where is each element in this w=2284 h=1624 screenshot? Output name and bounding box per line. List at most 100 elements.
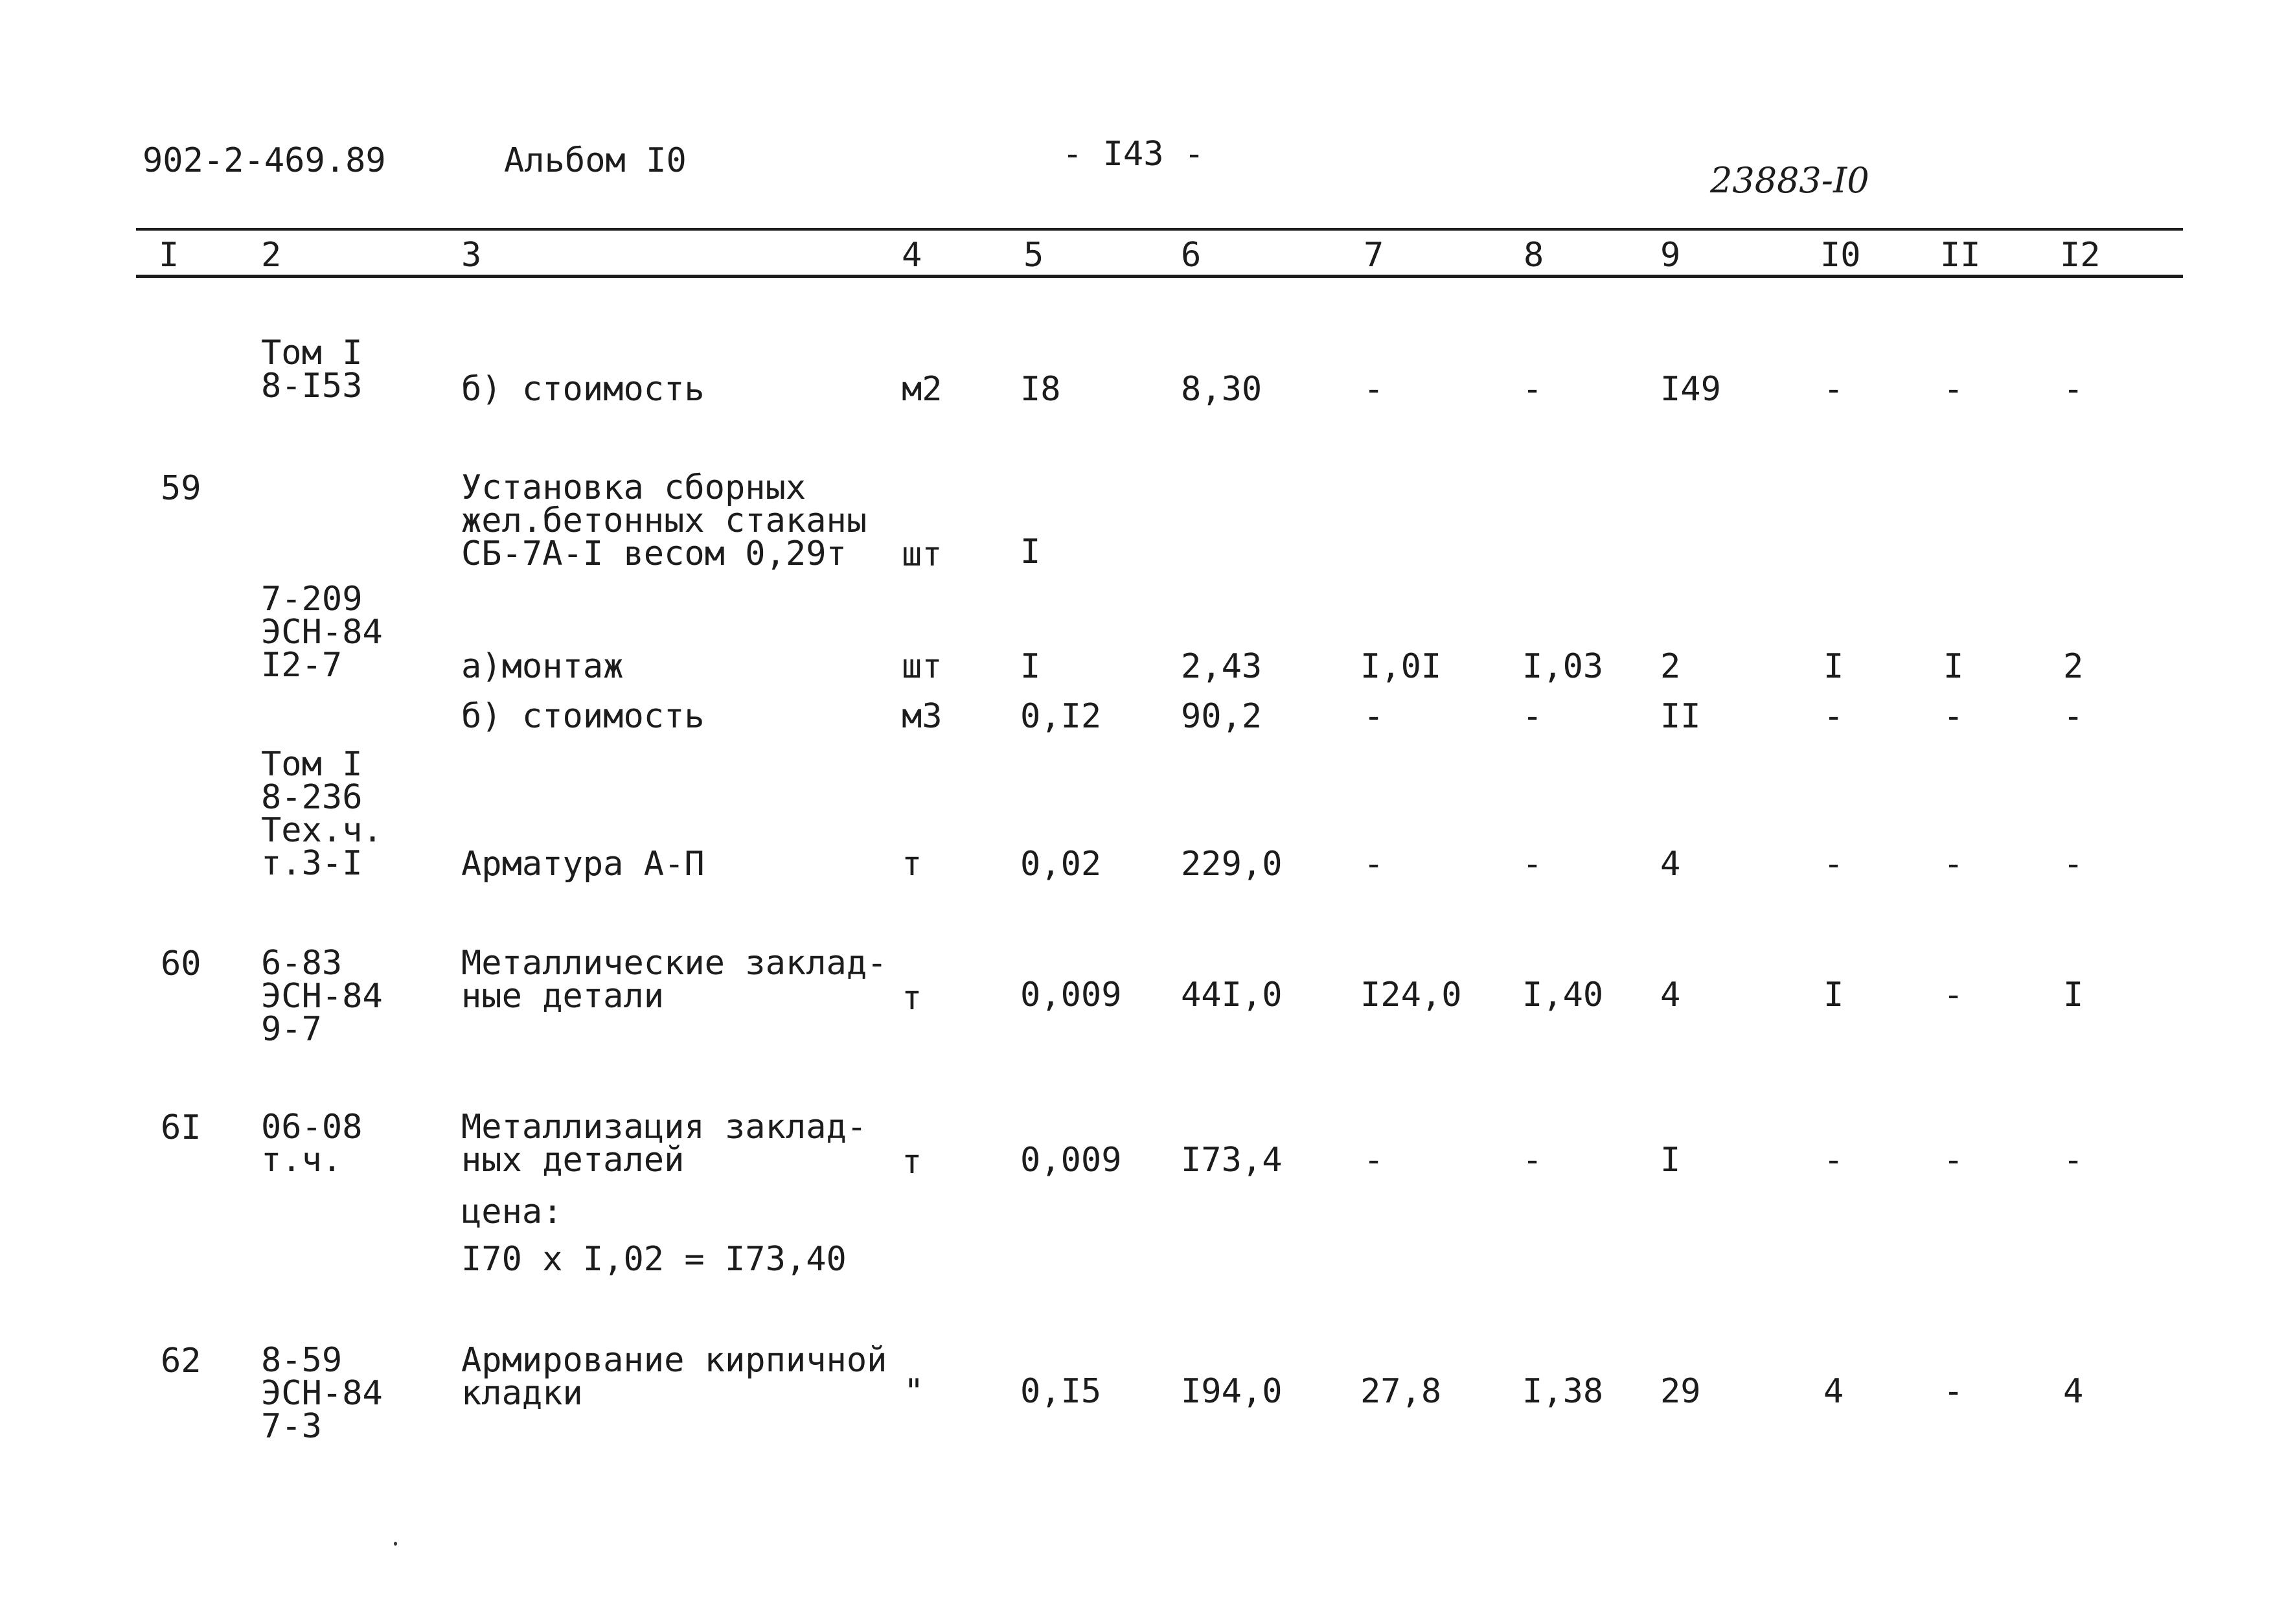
unit-cell: м2: [902, 370, 942, 409]
album-label: Альбом I0: [504, 141, 687, 180]
column-header: 2: [261, 236, 282, 275]
value-cell: I: [1823, 976, 1844, 1014]
page-number: - I43 -: [1062, 135, 1205, 174]
value-cell: I94,0: [1181, 1372, 1283, 1411]
value-cell: -: [1364, 697, 1384, 736]
value-cell: I,38: [1522, 1372, 1604, 1411]
description-cell: б) стоимость: [461, 697, 705, 736]
value-cell: -: [1943, 697, 1964, 736]
value-cell: 0,I5: [1020, 1372, 1102, 1411]
value-cell: -: [2063, 370, 2084, 409]
value-cell: -: [1364, 1141, 1384, 1180]
value-cell: I,40: [1522, 976, 1604, 1014]
reference-cell: Том I 8-I53: [261, 334, 363, 406]
reference-cell: 06-08 т.ч.: [261, 1108, 363, 1180]
value-cell: I,0I: [1360, 647, 1442, 686]
value-cell: I: [1020, 647, 1041, 686]
document-code: 902-2-469.89: [143, 141, 386, 180]
value-cell: 29: [1660, 1372, 1701, 1411]
handwritten-number: 23883-I0: [1710, 160, 1869, 201]
value-cell: 0,I2: [1020, 697, 1102, 736]
item-number: 6I: [161, 1108, 201, 1147]
unit-cell: т: [902, 1143, 922, 1182]
value-cell: 229,0: [1181, 845, 1283, 884]
value-cell: -: [1943, 845, 1964, 884]
value-cell: -: [1364, 845, 1384, 884]
value-cell: -: [1823, 370, 1844, 409]
unit-cell: т: [902, 845, 922, 884]
value-cell: I,03: [1522, 647, 1604, 686]
value-cell: I24,0: [1360, 976, 1462, 1014]
value-cell: II: [1660, 697, 1701, 736]
value-cell: 2: [1660, 647, 1681, 686]
column-header: 6: [1181, 236, 1202, 275]
description-cell: Металлические заклад- ные детали: [461, 944, 887, 1016]
value-cell: -: [1943, 370, 1964, 409]
value-cell: -: [1522, 845, 1543, 884]
unit-cell: т: [902, 979, 922, 1018]
value-cell: -: [1823, 845, 1844, 884]
column-header: 3: [461, 236, 482, 275]
value-cell: 4: [2063, 1372, 2084, 1411]
unit-cell: шт: [902, 647, 942, 686]
value-cell: 4: [1823, 1372, 1844, 1411]
value-cell: 90,2: [1181, 697, 1262, 736]
value-cell: 0,009: [1020, 976, 1122, 1014]
value-cell: I: [1020, 532, 1041, 571]
column-header: I0: [1820, 236, 1861, 275]
reference-cell: 7-209 ЭСН-84 I2-7: [261, 580, 383, 685]
column-header: 4: [902, 236, 922, 275]
value-cell: 2: [2063, 647, 2084, 686]
header-rule-bottom: [136, 275, 2183, 278]
value-cell: -: [1522, 1141, 1543, 1180]
value-cell: I: [2063, 976, 2084, 1014]
value-cell: -: [1522, 697, 1543, 736]
value-cell: 4: [1660, 845, 1681, 884]
value-cell: I73,4: [1181, 1141, 1283, 1180]
column-header: 7: [1364, 236, 1384, 275]
description-cell: Арматура А-П: [461, 845, 705, 884]
item-number: 62: [161, 1342, 201, 1380]
reference-cell: 6-83 ЭСН-84 9-7: [261, 944, 383, 1049]
value-cell: I49: [1660, 370, 1721, 409]
header-rule-top: [136, 228, 2183, 231]
value-cell: -: [2063, 697, 2084, 736]
value-cell: -: [2063, 845, 2084, 884]
price-note-formula: I70 x I,02 = I73,40: [461, 1240, 847, 1279]
item-number: 60: [161, 944, 201, 983]
value-cell: -: [1943, 1141, 1964, 1180]
description-cell: а)монтаж: [461, 647, 624, 686]
column-header: 9: [1660, 236, 1681, 275]
value-cell: I: [1943, 647, 1964, 686]
value-cell: -: [1943, 1372, 1964, 1411]
unit-cell: м3: [902, 697, 942, 736]
column-header: 5: [1023, 236, 1044, 275]
value-cell: -: [1823, 1141, 1844, 1180]
value-cell: 27,8: [1360, 1372, 1442, 1411]
value-cell: -: [1364, 370, 1384, 409]
value-cell: -: [2063, 1141, 2084, 1180]
value-cell: 8,30: [1181, 370, 1262, 409]
value-cell: -: [1823, 697, 1844, 736]
value-cell: I: [1823, 647, 1844, 686]
value-cell: 44I,0: [1181, 976, 1283, 1014]
scan-speck: [394, 1542, 397, 1546]
item-number: 59: [161, 469, 201, 508]
description-cell: б) стоимость: [461, 370, 705, 409]
value-cell: I8: [1020, 370, 1061, 409]
column-header: II: [1940, 236, 1981, 275]
value-cell: 0,009: [1020, 1141, 1122, 1180]
description-cell: Металлизация заклад- ных деталей: [461, 1108, 867, 1180]
description-cell: Установка сборных жел.бетонных стаканы С…: [461, 468, 867, 573]
price-note-label: цена:: [461, 1193, 563, 1231]
unit-cell: ": [904, 1372, 924, 1411]
value-cell: -: [1522, 370, 1543, 409]
column-header: I2: [2060, 236, 2101, 275]
reference-cell: Том I 8-236 Тех.ч. т.3-I: [261, 745, 383, 883]
column-header: I: [159, 236, 179, 275]
value-cell: 0,02: [1020, 845, 1102, 884]
column-header: 8: [1524, 236, 1544, 275]
value-cell: 2,43: [1181, 647, 1262, 686]
description-cell: Армирование кирпичной кладки: [461, 1341, 887, 1413]
reference-cell: 8-59 ЭСН-84 7-3: [261, 1341, 383, 1446]
